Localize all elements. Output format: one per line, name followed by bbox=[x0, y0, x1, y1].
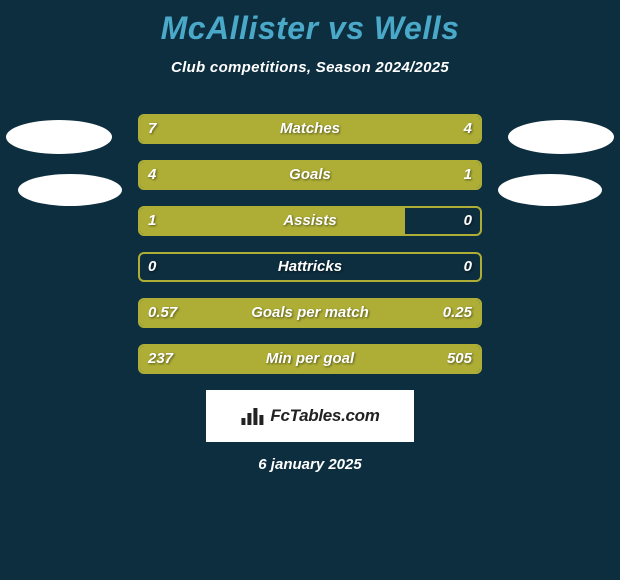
logo-inner: FcTables.com bbox=[240, 406, 379, 426]
bars-icon bbox=[240, 406, 264, 426]
stat-right-value: 4 bbox=[464, 114, 472, 144]
stat-right-value: 505 bbox=[447, 344, 472, 374]
stat-row: 237 Min per goal 505 bbox=[0, 344, 620, 374]
stat-right-value: 0 bbox=[464, 206, 472, 236]
stat-row: 0.57 Goals per match 0.25 bbox=[0, 298, 620, 328]
stat-right-value: 0.25 bbox=[443, 298, 472, 328]
player-right-name: Wells bbox=[374, 10, 460, 46]
stat-right-value: 1 bbox=[464, 160, 472, 190]
stat-label: Hattricks bbox=[138, 252, 482, 282]
stat-row: 1 Assists 0 bbox=[0, 206, 620, 236]
stats-chart: 7 Matches 4 4 Goals 1 1 Assists 0 bbox=[0, 114, 620, 374]
stat-label: Matches bbox=[138, 114, 482, 144]
stat-row: 0 Hattricks 0 bbox=[0, 252, 620, 282]
date-label: 6 january 2025 bbox=[0, 456, 620, 473]
stat-row: 7 Matches 4 bbox=[0, 114, 620, 144]
stat-right-value: 0 bbox=[464, 252, 472, 282]
subtitle: Club competitions, Season 2024/2025 bbox=[0, 59, 620, 76]
stat-label: Assists bbox=[138, 206, 482, 236]
stat-label: Goals bbox=[138, 160, 482, 190]
source-logo: FcTables.com bbox=[206, 390, 414, 442]
stat-label: Goals per match bbox=[138, 298, 482, 328]
stat-label: Min per goal bbox=[138, 344, 482, 374]
player-left-name: McAllister bbox=[161, 10, 319, 46]
logo-text: FcTables.com bbox=[270, 406, 379, 426]
stat-row: 4 Goals 1 bbox=[0, 160, 620, 190]
comparison-card: McAllister vs Wells Club competitions, S… bbox=[0, 0, 620, 580]
title: McAllister vs Wells bbox=[0, 0, 620, 47]
vs-label: vs bbox=[328, 10, 365, 46]
